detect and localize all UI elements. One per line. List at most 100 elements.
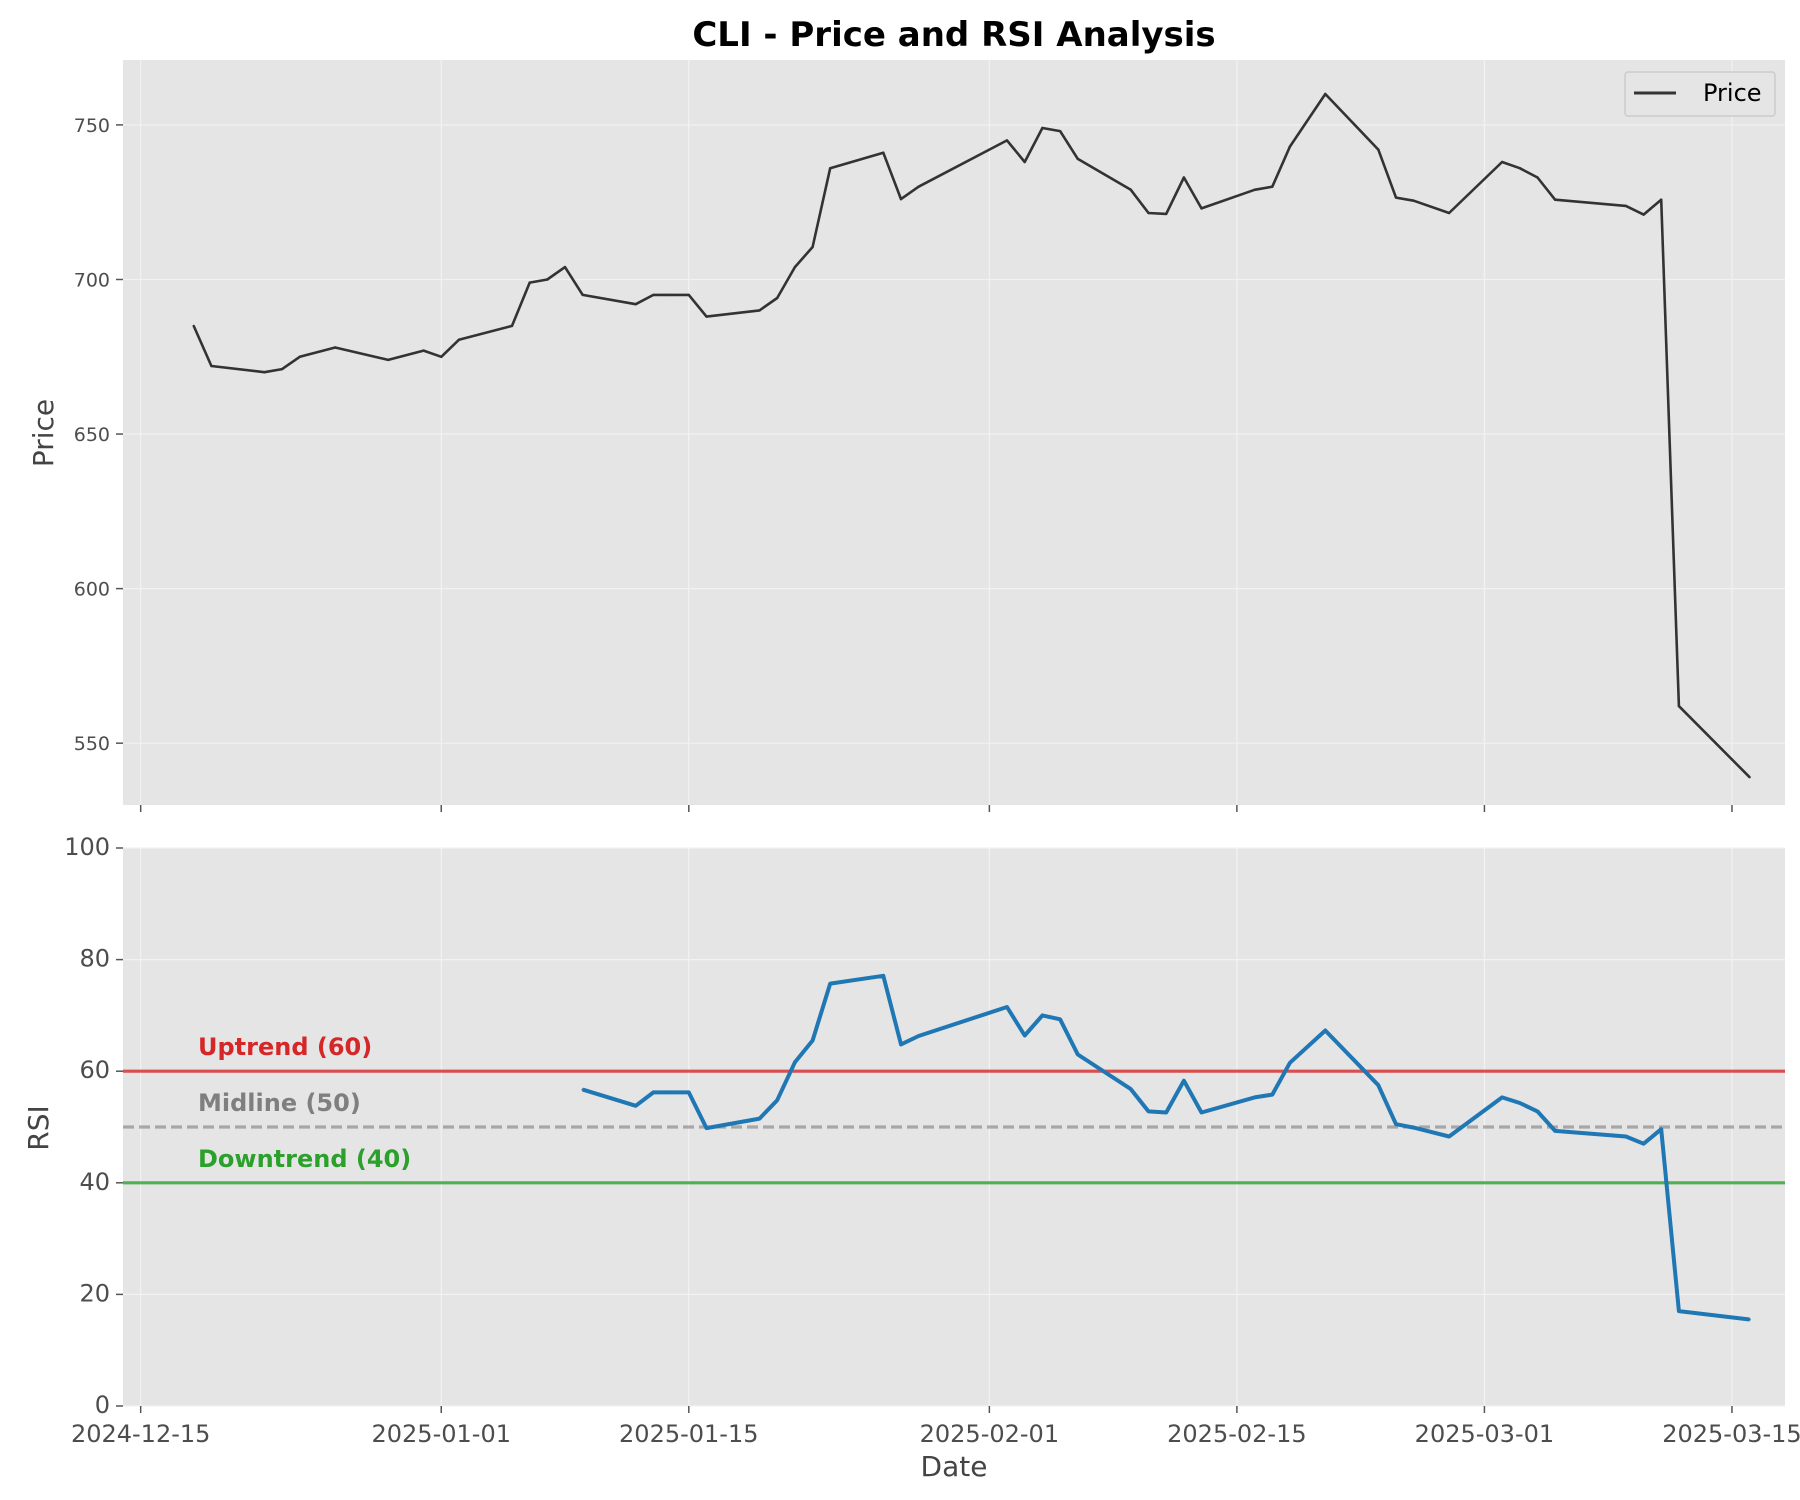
data-point (669, 293, 673, 297)
legend-box (1624, 71, 1776, 117)
data-point (1288, 1061, 1292, 1065)
data-point (829, 167, 832, 170)
x-tick-label: 2025-02-01 (920, 1420, 1059, 1448)
data-point (1058, 1018, 1062, 1021)
data-point (1660, 1128, 1663, 1131)
price-panel: 550 600 650 700 750 Price Price (27, 60, 1785, 812)
data-point (1624, 204, 1628, 208)
data-point (1412, 1126, 1415, 1129)
data-point (1412, 199, 1415, 202)
data-point (1553, 198, 1557, 201)
rsi-x-ticks: 2024-12-15 2025-01-01 2025-01-15 2025-02-01… (71, 1406, 1800, 1448)
data-point (1200, 1111, 1203, 1114)
data-point (652, 293, 655, 297)
data-point (829, 982, 832, 985)
data-point (1324, 1029, 1327, 1032)
reference-label: Downtrend (40) (198, 1145, 411, 1173)
data-point (1147, 211, 1150, 215)
data-point (1182, 1079, 1186, 1082)
data-point (1748, 776, 1751, 779)
data-point (1677, 704, 1681, 708)
data-point (1518, 1101, 1522, 1105)
y-tick-label: 600 (74, 579, 110, 601)
x-tick-label: 2024-12-15 (71, 1420, 210, 1448)
data-point (1076, 157, 1080, 161)
data-point (563, 265, 567, 269)
data-point (811, 1039, 814, 1042)
data-point (652, 1091, 655, 1094)
data-point (1058, 129, 1062, 133)
price-legend: Price (1624, 71, 1776, 117)
data-point (1324, 92, 1327, 96)
chart-title: CLI - Price and RSI Analysis (692, 15, 1215, 55)
data-point (705, 315, 708, 318)
y-tick-label: 80 (79, 945, 110, 973)
y-tick-label: 700 (74, 269, 110, 291)
data-point (1129, 1087, 1133, 1091)
y-tick-label: 60 (79, 1056, 110, 1084)
data-point (1642, 213, 1645, 216)
data-point (1500, 1096, 1504, 1099)
price-y-ticks: 550 600 650 700 750 (74, 115, 123, 755)
data-point (1271, 1093, 1274, 1096)
rsi-y-ticks: 0 20 40 60 80 100 (64, 833, 123, 1419)
data-point (546, 278, 549, 281)
rsi-reference-lines: Uptrend (60) Midline (50) Downtrend (40) (123, 1033, 1785, 1185)
data-point (581, 293, 584, 297)
y-tick-label: 0 (95, 1391, 110, 1419)
data-point (334, 346, 337, 349)
data-point (776, 1099, 779, 1102)
data-point (1005, 139, 1009, 142)
data-point (1005, 1005, 1009, 1009)
data-point (1536, 1110, 1539, 1113)
price-plot-area (123, 60, 1785, 805)
data-point (882, 151, 885, 154)
data-point (263, 371, 266, 374)
data-point (687, 1091, 690, 1094)
x-tick-label: 2025-01-01 (372, 1420, 511, 1448)
y-tick-label: 100 (64, 833, 110, 861)
data-point (1660, 198, 1663, 201)
data-point (1200, 207, 1203, 210)
data-point (581, 1088, 584, 1091)
data-point (1041, 126, 1044, 130)
data-point (1377, 1084, 1380, 1087)
data-point (1394, 196, 1398, 199)
data-point (758, 309, 761, 312)
data-point (1447, 211, 1451, 215)
data-point (1748, 1318, 1751, 1321)
rsi-series (581, 973, 1751, 1322)
price-series (192, 92, 1751, 779)
data-point (899, 197, 903, 201)
rsi-panel: 0 20 40 60 80 100 2024-12-15 2025-01-01 2025-01… (22, 833, 1800, 1483)
data-point (882, 974, 885, 977)
data-point (1394, 1123, 1398, 1126)
data-point (510, 324, 514, 328)
data-point (1271, 185, 1274, 188)
data-point (1288, 145, 1292, 148)
x-tick-label: 2025-03-15 (1662, 1420, 1800, 1448)
data-point (1500, 160, 1504, 164)
data-point (1518, 167, 1522, 170)
rsi-y-axis-label: RSI (22, 1105, 55, 1151)
data-point (793, 1061, 797, 1064)
x-tick-label: 2025-03-01 (1415, 1420, 1554, 1448)
legend-label-price: Price (1703, 79, 1762, 107)
y-tick-label: 20 (79, 1279, 110, 1307)
data-point (917, 185, 920, 188)
data-point (192, 324, 195, 328)
y-tick-label: 40 (79, 1168, 110, 1196)
y-tick-label: 650 (74, 424, 110, 446)
data-point (899, 1043, 903, 1046)
data-point (298, 355, 301, 358)
data-point (705, 1126, 708, 1130)
data-point (776, 296, 779, 300)
data-point (1536, 176, 1539, 179)
x-tick-label: 2025-02-15 (1167, 1420, 1306, 1448)
data-point (457, 338, 461, 341)
data-point (634, 303, 637, 306)
data-point (280, 367, 284, 371)
data-point (1129, 188, 1133, 191)
data-point (811, 245, 814, 249)
data-point (1023, 160, 1026, 164)
